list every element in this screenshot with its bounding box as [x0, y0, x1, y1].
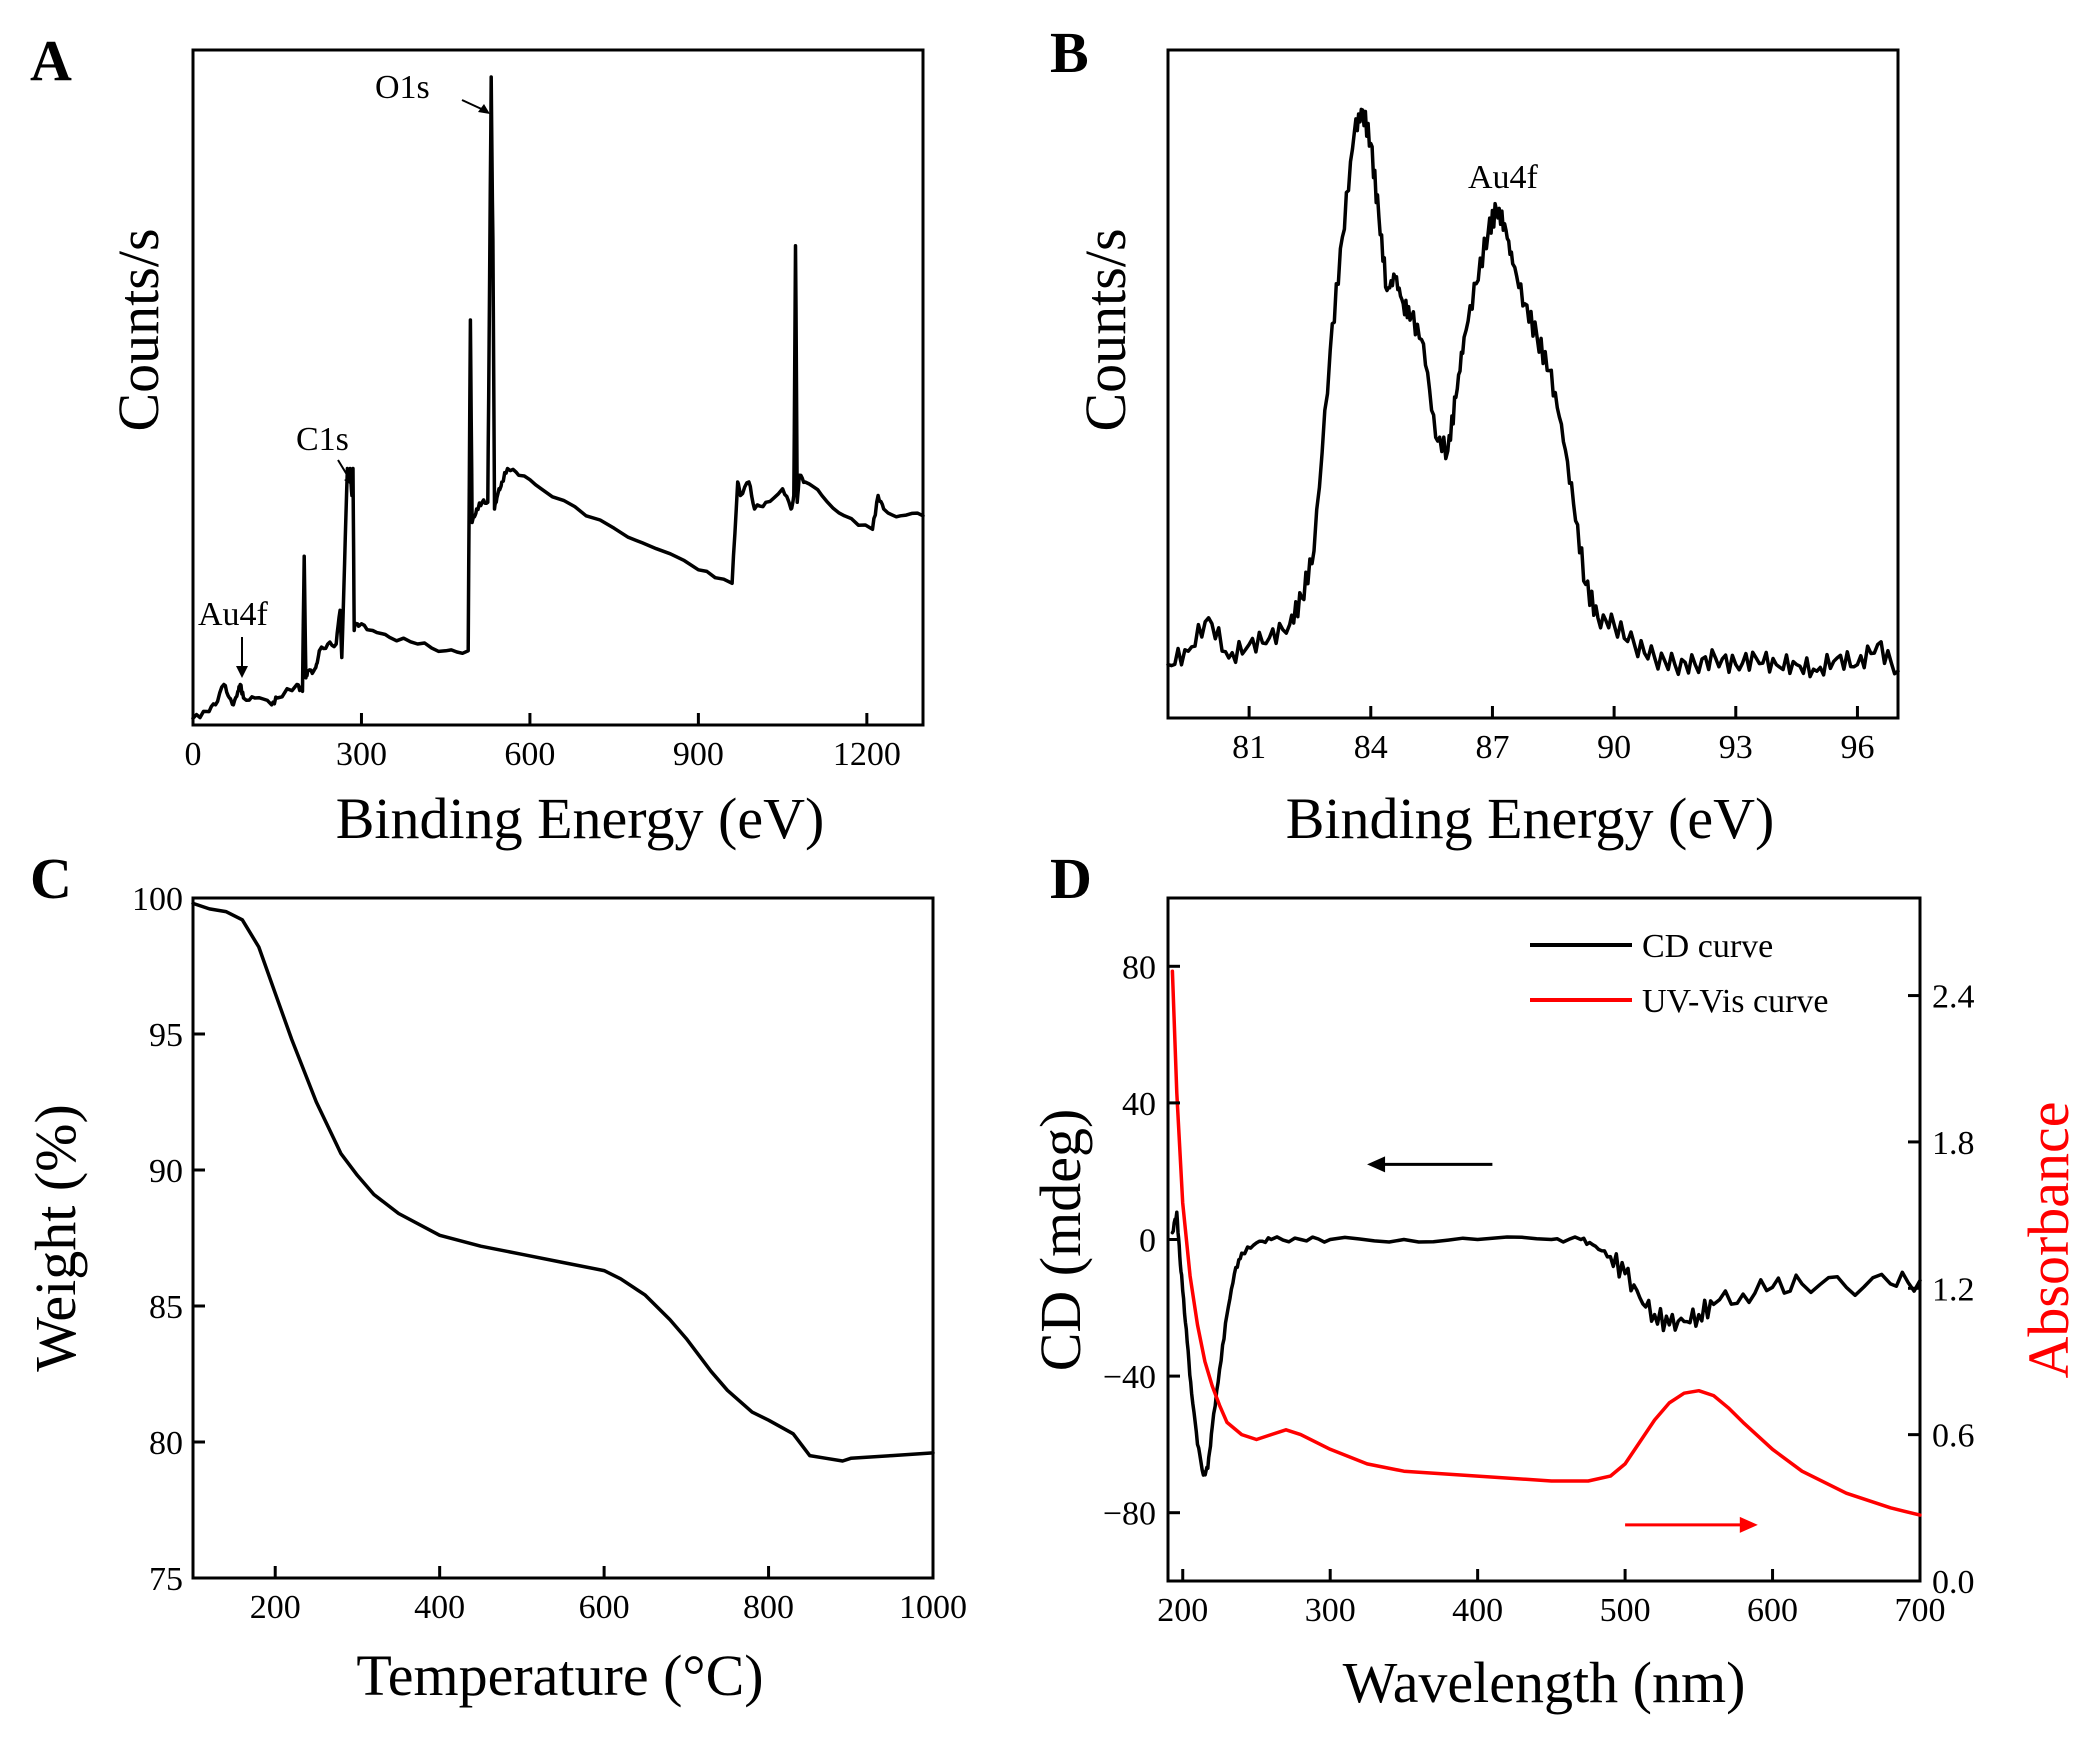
chart-b-x-axis-title: Binding Energy (eV) [1286, 786, 1775, 851]
chart-b: 81 84 87 90 93 96 Binding Energy (eV) Counts/… [1073, 48, 1900, 851]
chart-b-y-axis-title: Counts/s [1073, 228, 1138, 431]
chart-d-x-tick-label: 600 [1747, 1592, 1798, 1629]
chart-c-tga-line [191, 901, 935, 1463]
chart-c-x-tick-label: 200 [250, 1589, 301, 1626]
chart-d-y-right-ticks: 0.0 0.6 1.2 1.8 2.4 [1908, 979, 1975, 1601]
chart-a-x-axis-title: Binding Energy (eV) [336, 786, 825, 851]
chart-b-x-tick-label: 96 [1840, 729, 1874, 766]
chart-b-x-tick-label: 90 [1597, 729, 1631, 766]
chart-d-x-tick-label: 400 [1452, 1592, 1503, 1629]
chart-a-x-tick-label: 600 [504, 736, 555, 773]
chart-a-annotation-au4f-arrowhead [236, 666, 248, 678]
chart-c-y-axis-title: Weight (%) [23, 1104, 88, 1372]
chart-c-y-ticks: 75 80 85 90 95 100 [132, 881, 205, 1598]
chart-d-y-right-tick-label: 2.4 [1932, 979, 1975, 1016]
chart-c-y-tick-label: 100 [132, 881, 183, 918]
chart-d-x-ticks: 200 300 400 500 600 700 [1157, 1569, 1946, 1629]
chart-d-y-left-tick-label: 40 [1122, 1086, 1156, 1123]
panel-letter-b: B [1050, 20, 1089, 85]
chart-b-x-tick-label: 84 [1354, 729, 1388, 766]
chart-c-y-tick-label: 85 [149, 1289, 183, 1326]
chart-a-annotation-o1s-arrowhead [478, 104, 490, 114]
chart-a-xps-survey-line [191, 75, 925, 721]
chart-a-annotation-c1s: C1s [296, 421, 349, 458]
chart-a-x-ticks: 0 300 600 900 1200 [185, 713, 901, 773]
chart-a-x-tick-label: 0 [185, 736, 202, 773]
chart-c-x-axis-title: Temperature (°C) [356, 1643, 763, 1708]
chart-b-annotation-au4f: Au4f [1468, 159, 1539, 196]
chart-d-arrowhead-right [1739, 1516, 1758, 1533]
chart-a-x-tick-label: 300 [336, 736, 387, 773]
chart-d-x-tick-label: 300 [1305, 1592, 1356, 1629]
chart-d-uvvis-line [1170, 969, 1922, 1517]
chart-c-y-tick-label: 80 [149, 1425, 183, 1462]
chart-c-x-tick-label: 600 [579, 1589, 630, 1626]
chart-d-y-right-tick-label: 0.6 [1932, 1418, 1975, 1455]
chart-d-y-left-tick-label: 80 [1122, 949, 1156, 986]
chart-d-cd-line [1170, 1210, 1922, 1477]
chart-d-y-right-axis-title: Absorbance [2016, 1101, 2081, 1378]
chart-b-x-tick-label: 81 [1232, 729, 1266, 766]
chart-d-legend: CD curve UV-Vis curve [1530, 928, 1829, 1020]
chart-a-annotation-c1s-arrowhead [344, 476, 354, 487]
chart-d-y-right-tick-label: 1.2 [1932, 1271, 1975, 1308]
chart-d-x-tick-label: 500 [1600, 1592, 1651, 1629]
chart-c-y-tick-label: 75 [149, 1561, 183, 1598]
chart-d-y-left-axis-title: CD (mdeg) [1028, 1109, 1093, 1372]
chart-b-x-tick-label: 87 [1475, 729, 1509, 766]
chart-a-annotation-au4f: Au4f [198, 596, 269, 633]
chart-d-arrowhead-left [1367, 1156, 1386, 1173]
chart-d-y-left-tick-label: −40 [1103, 1359, 1156, 1396]
chart-a-x-tick-label: 1200 [833, 736, 901, 773]
chart-a-frame [191, 48, 925, 727]
chart-c-x-ticks: 200 400 600 800 1000 [250, 1566, 967, 1626]
panel-letter-d: D [1050, 846, 1092, 911]
chart-a-annotation-o1s: O1s [375, 69, 430, 106]
chart-d-y-right-tick-label: 1.8 [1932, 1125, 1975, 1162]
chart-d-x-tick-label: 200 [1157, 1592, 1208, 1629]
chart-d-x-tick-label: 700 [1895, 1592, 1946, 1629]
chart-d-y-left-ticks: −80 −40 0 40 80 [1103, 949, 1180, 1533]
chart-a-x-tick-label: 900 [673, 736, 724, 773]
chart-c-x-tick-label: 1000 [899, 1589, 967, 1626]
chart-c-x-tick-label: 800 [743, 1589, 794, 1626]
legend-label-uvvis: UV-Vis curve [1642, 983, 1829, 1020]
legend-label-cd: CD curve [1642, 928, 1773, 965]
chart-d-y-left-tick-label: −80 [1103, 1496, 1156, 1533]
panel-letter-a: A [30, 28, 72, 93]
chart-c-y-tick-label: 95 [149, 1017, 183, 1054]
chart-d-y-right-tick-label: 0.0 [1932, 1564, 1975, 1601]
chart-d: 200 300 400 500 600 700 −80 −40 0 40 80 0.0 0.6 1.2… [1028, 896, 2081, 1715]
chart-a-y-axis-title: Counts/s [106, 228, 171, 431]
chart-d-x-axis-title: Wavelength (nm) [1343, 1650, 1746, 1715]
panel-letter-c: C [30, 846, 72, 911]
chart-c-y-tick-label: 90 [149, 1153, 183, 1190]
chart-d-axis-arrows [1367, 1156, 1758, 1533]
chart-c: 200 400 600 800 1000 75 80 85 90 95 100 Temperatu… [23, 881, 967, 1708]
chart-b-au4f-line [1166, 107, 1900, 679]
chart-b-x-tick-label: 93 [1719, 729, 1753, 766]
chart-c-x-tick-label: 400 [414, 1589, 465, 1626]
chart-b-frame [1166, 48, 1900, 720]
chart-c-frame [191, 896, 935, 1580]
chart-d-y-left-tick-label: 0 [1139, 1223, 1156, 1260]
chart-b-x-ticks: 81 84 87 90 93 96 [1232, 706, 1874, 766]
chart-a: 0 300 600 900 1200 Binding Energy (eV) Count… [106, 48, 925, 851]
